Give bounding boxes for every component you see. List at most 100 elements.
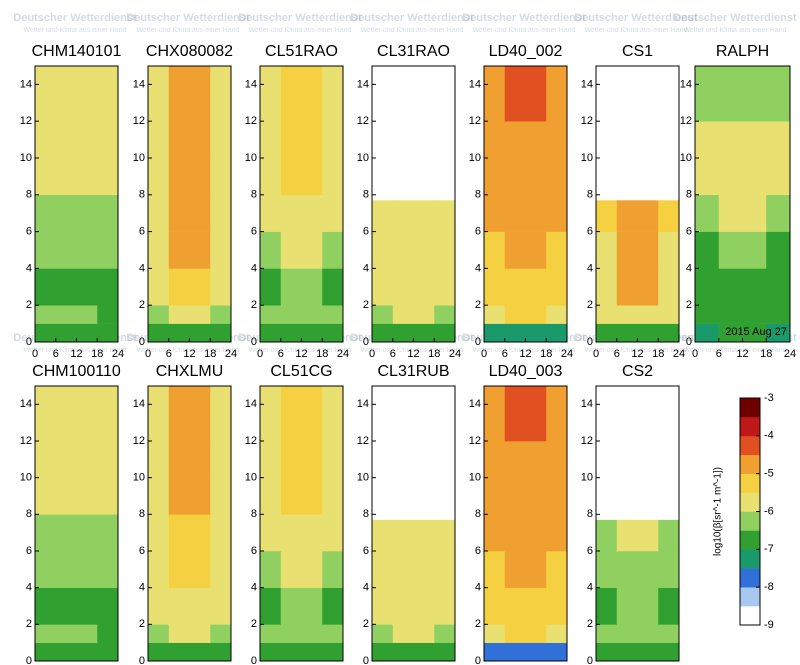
panel-title: RALPH	[716, 43, 769, 60]
y-tick-label: 2	[26, 299, 32, 311]
annotation: 2015 Aug 27	[725, 326, 787, 338]
y-tick-label: 6	[475, 226, 481, 238]
heatmap-cell	[210, 386, 232, 442]
heatmap-cell	[322, 642, 344, 662]
y-tick-label: 2	[363, 299, 369, 311]
y-tick-label: 12	[469, 115, 481, 127]
y-tick-label: 2	[475, 618, 481, 630]
heatmap-cell	[546, 268, 568, 306]
y-tick-label: 12	[245, 435, 257, 447]
heatmap-cell	[695, 323, 720, 343]
heatmap-cell	[596, 305, 618, 324]
heatmap-cell	[695, 268, 720, 306]
y-tick-label: 6	[26, 545, 32, 557]
y-tick-label: 0	[139, 655, 145, 665]
colorbar-tick-label: -7	[764, 543, 774, 555]
watermark-subtitle: Wetter und Klima aus einer Hand	[24, 347, 127, 354]
y-tick-label: 8	[139, 508, 145, 520]
colorbar-segment	[740, 587, 760, 607]
heatmap-cell	[168, 305, 211, 324]
heatmap-cell	[658, 231, 680, 269]
heatmap-cell	[148, 441, 170, 478]
heatmap-cell	[484, 386, 506, 442]
heatmap-cell	[718, 323, 767, 343]
y-tick-label: 12	[245, 115, 257, 127]
heatmap-cell	[392, 323, 435, 343]
heatmap-cell	[210, 158, 232, 196]
colorbar-segment	[740, 492, 760, 512]
y-tick-label: 14	[133, 398, 145, 410]
x-tick-label: 12	[183, 348, 195, 360]
heatmap-cell	[148, 158, 170, 196]
heatmap-cell	[168, 323, 211, 343]
heatmap-cell	[695, 305, 720, 324]
watermark-title: Deutscher Wetterdienst	[350, 12, 474, 24]
heatmap-cell	[97, 551, 119, 588]
heatmap-cell	[260, 66, 282, 122]
heatmap-cell	[35, 268, 57, 306]
heatmap-cell	[35, 305, 57, 324]
panel-title: CL51CG	[270, 363, 332, 380]
heatmap-cell	[658, 200, 680, 232]
heatmap-cell	[504, 386, 547, 442]
heatmap-cell	[434, 642, 456, 662]
heatmap-cell	[546, 477, 568, 515]
y-tick-label: 2	[686, 299, 692, 311]
y-tick-label: 6	[26, 226, 32, 238]
y-tick-label: 4	[251, 262, 257, 274]
x-tick-label: 0	[32, 348, 38, 360]
y-tick-label: 8	[363, 508, 369, 520]
heatmap-cell	[168, 194, 211, 232]
heatmap-cell	[484, 323, 506, 343]
heatmap-cell	[260, 268, 282, 306]
watermark-subtitle: Wetter und Klima aus einer Hand	[585, 27, 688, 34]
heatmap-cell	[504, 624, 547, 643]
x-tick-label: 24	[673, 348, 685, 360]
y-tick-label: 8	[363, 189, 369, 201]
y-tick-label: 2	[251, 618, 257, 630]
colorbar-segment	[740, 511, 760, 531]
heatmap-cell	[280, 441, 323, 478]
y-tick-label: 14	[581, 398, 593, 410]
watermark-subtitle: Wetter und Klima aus einer Hand	[361, 347, 464, 354]
heatmap-cell	[322, 477, 344, 515]
panel-title: CHXLMU	[156, 363, 224, 380]
heatmap-cell	[616, 200, 659, 232]
heatmap-cell	[546, 441, 568, 478]
heatmap-cell	[97, 66, 119, 122]
heatmap-cell	[280, 624, 323, 643]
heatmap-cell	[35, 66, 57, 122]
heatmap-cell	[55, 121, 98, 159]
y-tick-label: 10	[245, 472, 257, 484]
y-tick-label: 2	[587, 618, 593, 630]
x-tick-label: 18	[316, 348, 328, 360]
x-tick-label: 0	[369, 348, 375, 360]
y-tick-label: 12	[357, 435, 369, 447]
panel: LD40_003 0 2 4 6 8 10 12 14	[469, 363, 568, 665]
heatmap-cell	[322, 514, 344, 552]
y-tick-label: 8	[475, 508, 481, 520]
heatmap-cell	[280, 386, 323, 442]
heatmap-cell	[504, 194, 547, 232]
heatmap-cell	[596, 200, 618, 232]
heatmap-cell	[322, 386, 344, 442]
heatmap-cell	[148, 624, 170, 643]
y-tick-label: 6	[363, 545, 369, 557]
heatmap-cell	[616, 519, 659, 552]
heatmap-cell	[484, 305, 506, 324]
y-tick-label: 10	[245, 152, 257, 164]
heatmap-cell	[35, 158, 57, 196]
y-tick-label: 14	[469, 78, 481, 90]
watermark-subtitle: Wetter und Klima aus einer Hand	[24, 27, 127, 34]
heatmap-cell	[695, 231, 720, 269]
plot-frame	[147, 385, 232, 662]
heatmap-cell	[434, 305, 456, 324]
heatmap-cell	[434, 268, 456, 306]
heatmap-cell	[658, 305, 680, 324]
heatmap-cell	[280, 587, 323, 625]
y-tick-label: 0	[251, 336, 257, 348]
y-tick-label: 12	[680, 115, 692, 127]
heatmap-cell	[504, 268, 547, 306]
